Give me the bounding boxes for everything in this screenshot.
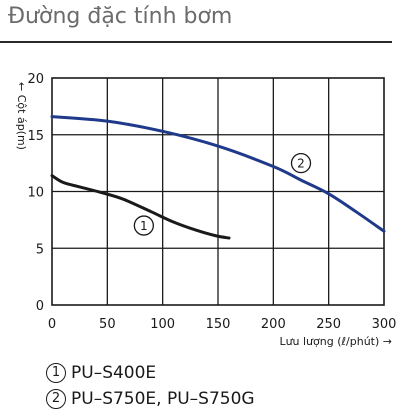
x-tick-label: 100 bbox=[150, 317, 175, 332]
series-line-2 bbox=[50, 115, 386, 233]
legend-entry-2: 2 PU–S750E, PU–S750G bbox=[46, 386, 255, 412]
x-tick-label: 50 bbox=[99, 317, 116, 332]
grid-lines bbox=[51, 77, 385, 306]
x-axis-label: Lưu lượng (ℓ/phút) → bbox=[279, 335, 392, 348]
legend-entry-1: 1 PU–S400E bbox=[46, 360, 255, 386]
legend-number: 2 bbox=[46, 389, 66, 409]
x-tick-label: 150 bbox=[206, 317, 231, 332]
y-tick-label: 0 bbox=[36, 299, 44, 314]
curve-marker-number: 1 bbox=[140, 219, 148, 233]
page-title: Đường đặc tính bơm bbox=[8, 4, 233, 29]
x-tick-label: 250 bbox=[316, 317, 341, 332]
title-divider bbox=[0, 41, 392, 43]
curve-markers: 12 bbox=[133, 152, 312, 236]
legend-number: 1 bbox=[46, 363, 66, 383]
curve-marker-number: 2 bbox=[297, 157, 305, 171]
y-tick-label: 20 bbox=[27, 72, 44, 87]
curve-marker-1: 1 bbox=[133, 215, 155, 236]
legend-label: PU–S400E bbox=[71, 363, 157, 383]
tick-labels: 0 50 100 150 200 250 300 0 5 10 15 20 bbox=[27, 72, 396, 332]
curves bbox=[50, 115, 386, 240]
legend: 1 PU–S400E 2 PU–S750E, PU–S750G bbox=[46, 360, 255, 412]
y-tick-label: 5 bbox=[36, 242, 44, 257]
x-tick-label: 300 bbox=[372, 317, 397, 332]
y-axis-label: ← Cột áp(m) bbox=[15, 82, 28, 150]
x-tick-label: 0 bbox=[48, 317, 56, 332]
x-tick-label: 200 bbox=[261, 317, 286, 332]
y-tick-label: 15 bbox=[27, 129, 44, 144]
curve-marker-2: 2 bbox=[290, 152, 312, 174]
legend-label: PU–S750E, PU–S750G bbox=[71, 389, 255, 409]
y-tick-label: 10 bbox=[27, 186, 44, 201]
series-line-1 bbox=[50, 174, 231, 240]
